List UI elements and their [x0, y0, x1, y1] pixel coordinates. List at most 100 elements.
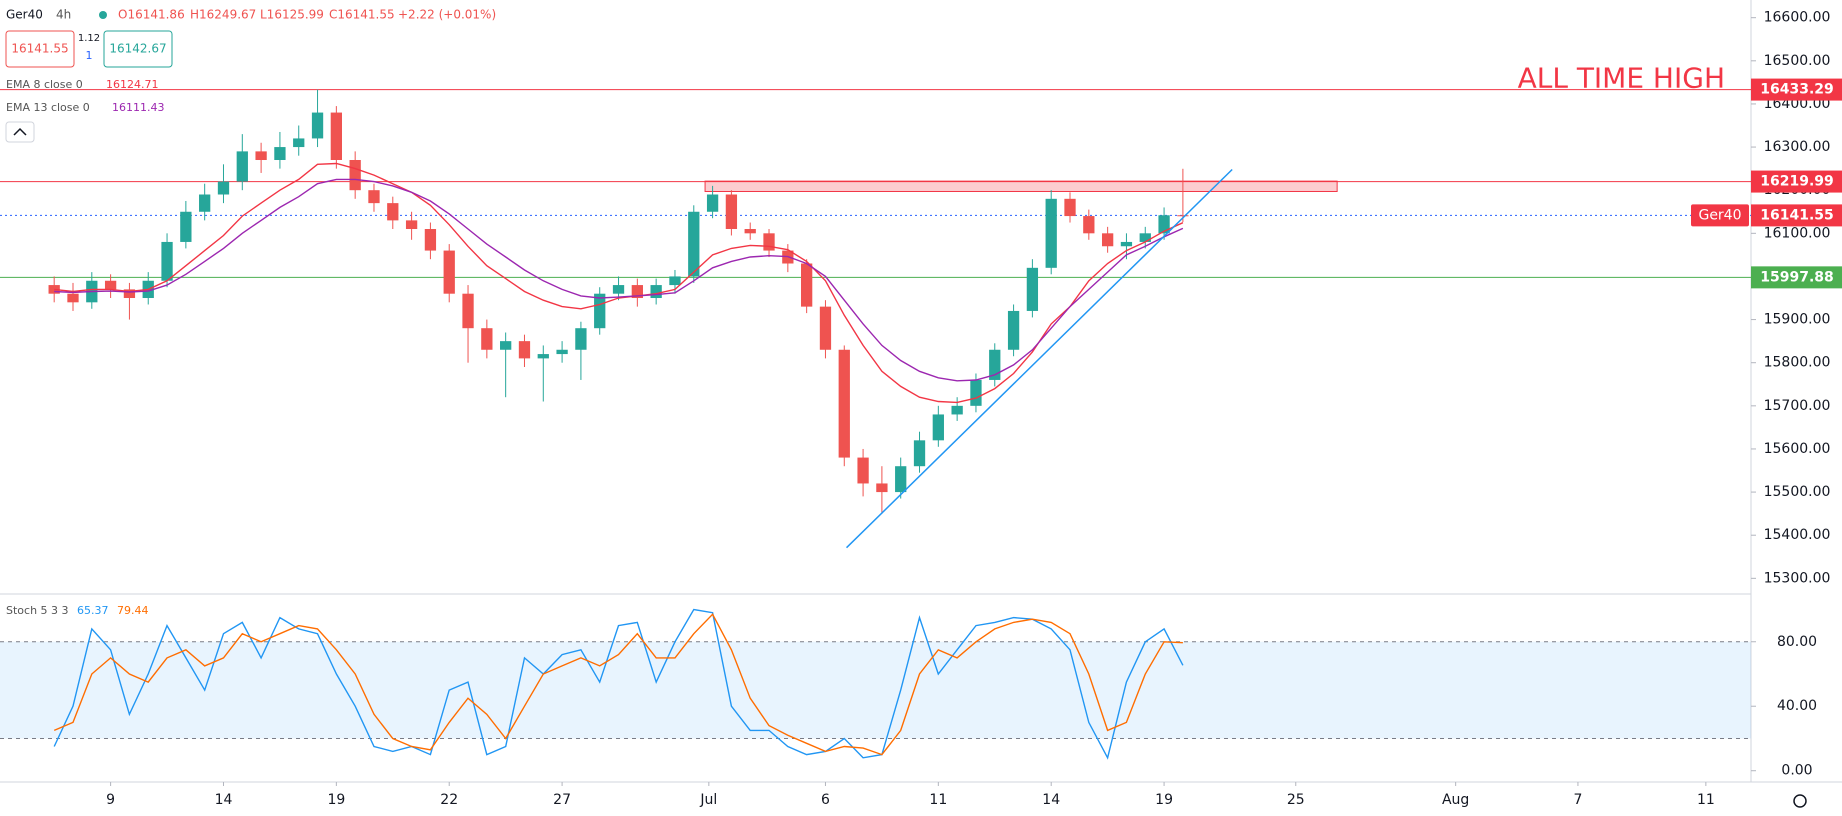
level-note: ALL TIME HIGH: [1518, 62, 1725, 95]
sell-price[interactable]: 16141.55: [11, 42, 68, 56]
candle-body: [48, 285, 60, 294]
candle-body: [801, 263, 813, 307]
trendline: [846, 168, 1233, 549]
candle-body: [1158, 215, 1170, 234]
x-tick-label: 27: [553, 792, 571, 808]
level-tag: Ger40: [1698, 207, 1741, 223]
candle-body: [274, 147, 286, 161]
candle-body: [763, 233, 775, 251]
y-tick-label: 16500.00: [1764, 53, 1831, 69]
candle-body: [518, 341, 531, 359]
indicator-line: [53, 608, 1184, 760]
level-price-box: [1751, 266, 1842, 289]
ohlc-close: C16141.55: [329, 8, 395, 22]
candle-body: [500, 341, 512, 350]
candle-body: [387, 203, 399, 221]
level-price-label: 16219.99: [1760, 174, 1834, 190]
candle-body: [669, 276, 681, 286]
stoch-title: Stoch 5 3 3: [6, 604, 69, 617]
status-dot: [99, 11, 107, 19]
level-price-label: 16433.29: [1760, 82, 1834, 98]
x-tick-label: Jul: [699, 792, 717, 808]
spread: 1.12: [78, 33, 100, 44]
candle-body: [725, 194, 738, 230]
candle-body: [556, 349, 568, 355]
candle-body: [311, 112, 324, 139]
candle-body: [913, 440, 926, 467]
y-tick-label: 16600.00: [1764, 10, 1831, 26]
candle-body: [594, 293, 606, 329]
sell-button[interactable]: [5, 30, 75, 68]
candle-body: [631, 285, 643, 299]
y-tick-label: 15900.00: [1764, 312, 1831, 328]
stoch-y-tick-label: 40.00: [1777, 698, 1817, 714]
candle-body: [443, 250, 455, 294]
y-tick-label: 16300.00: [1764, 139, 1831, 155]
x-tick-label: 19: [327, 792, 345, 808]
buy-button[interactable]: [103, 30, 173, 68]
candle-body: [537, 354, 549, 359]
interval: 4h: [56, 8, 71, 22]
candle-body: [123, 289, 136, 299]
ohlc-open: O16141.86: [118, 8, 185, 22]
candle-body: [1101, 233, 1114, 247]
y-tick-label: 15500.00: [1764, 484, 1831, 500]
y-tick-label: 16100.00: [1764, 225, 1831, 241]
x-tick-label: 7: [1573, 792, 1582, 808]
ema8-name: EMA 8 close 0: [6, 78, 83, 91]
candle-body: [1026, 267, 1039, 311]
ohlc-high: H16249.67: [190, 8, 256, 22]
candle-body: [706, 194, 719, 212]
x-tick-label: 14: [1042, 792, 1060, 808]
y-tick-label: 15400.00: [1764, 527, 1831, 543]
buy-price[interactable]: 16142.67: [109, 42, 166, 56]
ema13-name: EMA 13 close 0: [6, 101, 90, 114]
candle-body: [199, 194, 211, 212]
ohlc-low: L16125.99: [260, 8, 324, 22]
y-tick-label: 15300.00: [1764, 570, 1831, 586]
settings-icon[interactable]: [1793, 794, 1807, 808]
candle-body: [330, 112, 342, 161]
collapse-button[interactable]: [5, 121, 35, 143]
plot-area: [0, 89, 1751, 760]
candle-body: [255, 151, 267, 161]
quantity: 1: [86, 49, 93, 62]
level-price-label: 15997.88: [1760, 269, 1834, 285]
x-tick-label: Aug: [1442, 792, 1469, 808]
candle-body: [217, 181, 230, 195]
candle-body: [405, 220, 418, 230]
candle-body: [481, 328, 493, 350]
candle-body: [368, 190, 380, 204]
candle-body: [970, 379, 982, 406]
ema13-value: 16111.43: [112, 101, 165, 114]
x-tick-label: 19: [1155, 792, 1173, 808]
stoch-y-tick-label: 80.00: [1777, 634, 1817, 650]
candle-body: [1177, 215, 1189, 217]
candle-body: [67, 293, 79, 303]
candle-body: [293, 138, 305, 148]
level-price-box: [1751, 78, 1842, 101]
x-tick-label: 11: [1697, 792, 1715, 808]
y-tick-label: 15700.00: [1764, 398, 1831, 414]
candle-body: [349, 160, 361, 191]
candle-body: [1139, 233, 1151, 242]
resistance-zone: [704, 180, 1338, 192]
level-price-box: [1751, 170, 1842, 193]
level-tag-box: [1691, 204, 1749, 227]
level-price-label: 16141.55: [1760, 207, 1834, 223]
x-tick-label: 11: [929, 792, 947, 808]
candle-body: [236, 151, 248, 182]
candle-body: [650, 285, 662, 299]
candle-body: [857, 457, 869, 484]
collapse-icon[interactable]: [13, 127, 27, 136]
candle-body: [989, 349, 1001, 380]
y-tick-label: 15800.00: [1764, 355, 1831, 371]
candle-body: [612, 285, 625, 294]
indicator-line: [54, 178, 1184, 382]
level-price-box: [1751, 204, 1842, 227]
candle-body: [1045, 198, 1057, 268]
candle-body: [744, 229, 756, 234]
